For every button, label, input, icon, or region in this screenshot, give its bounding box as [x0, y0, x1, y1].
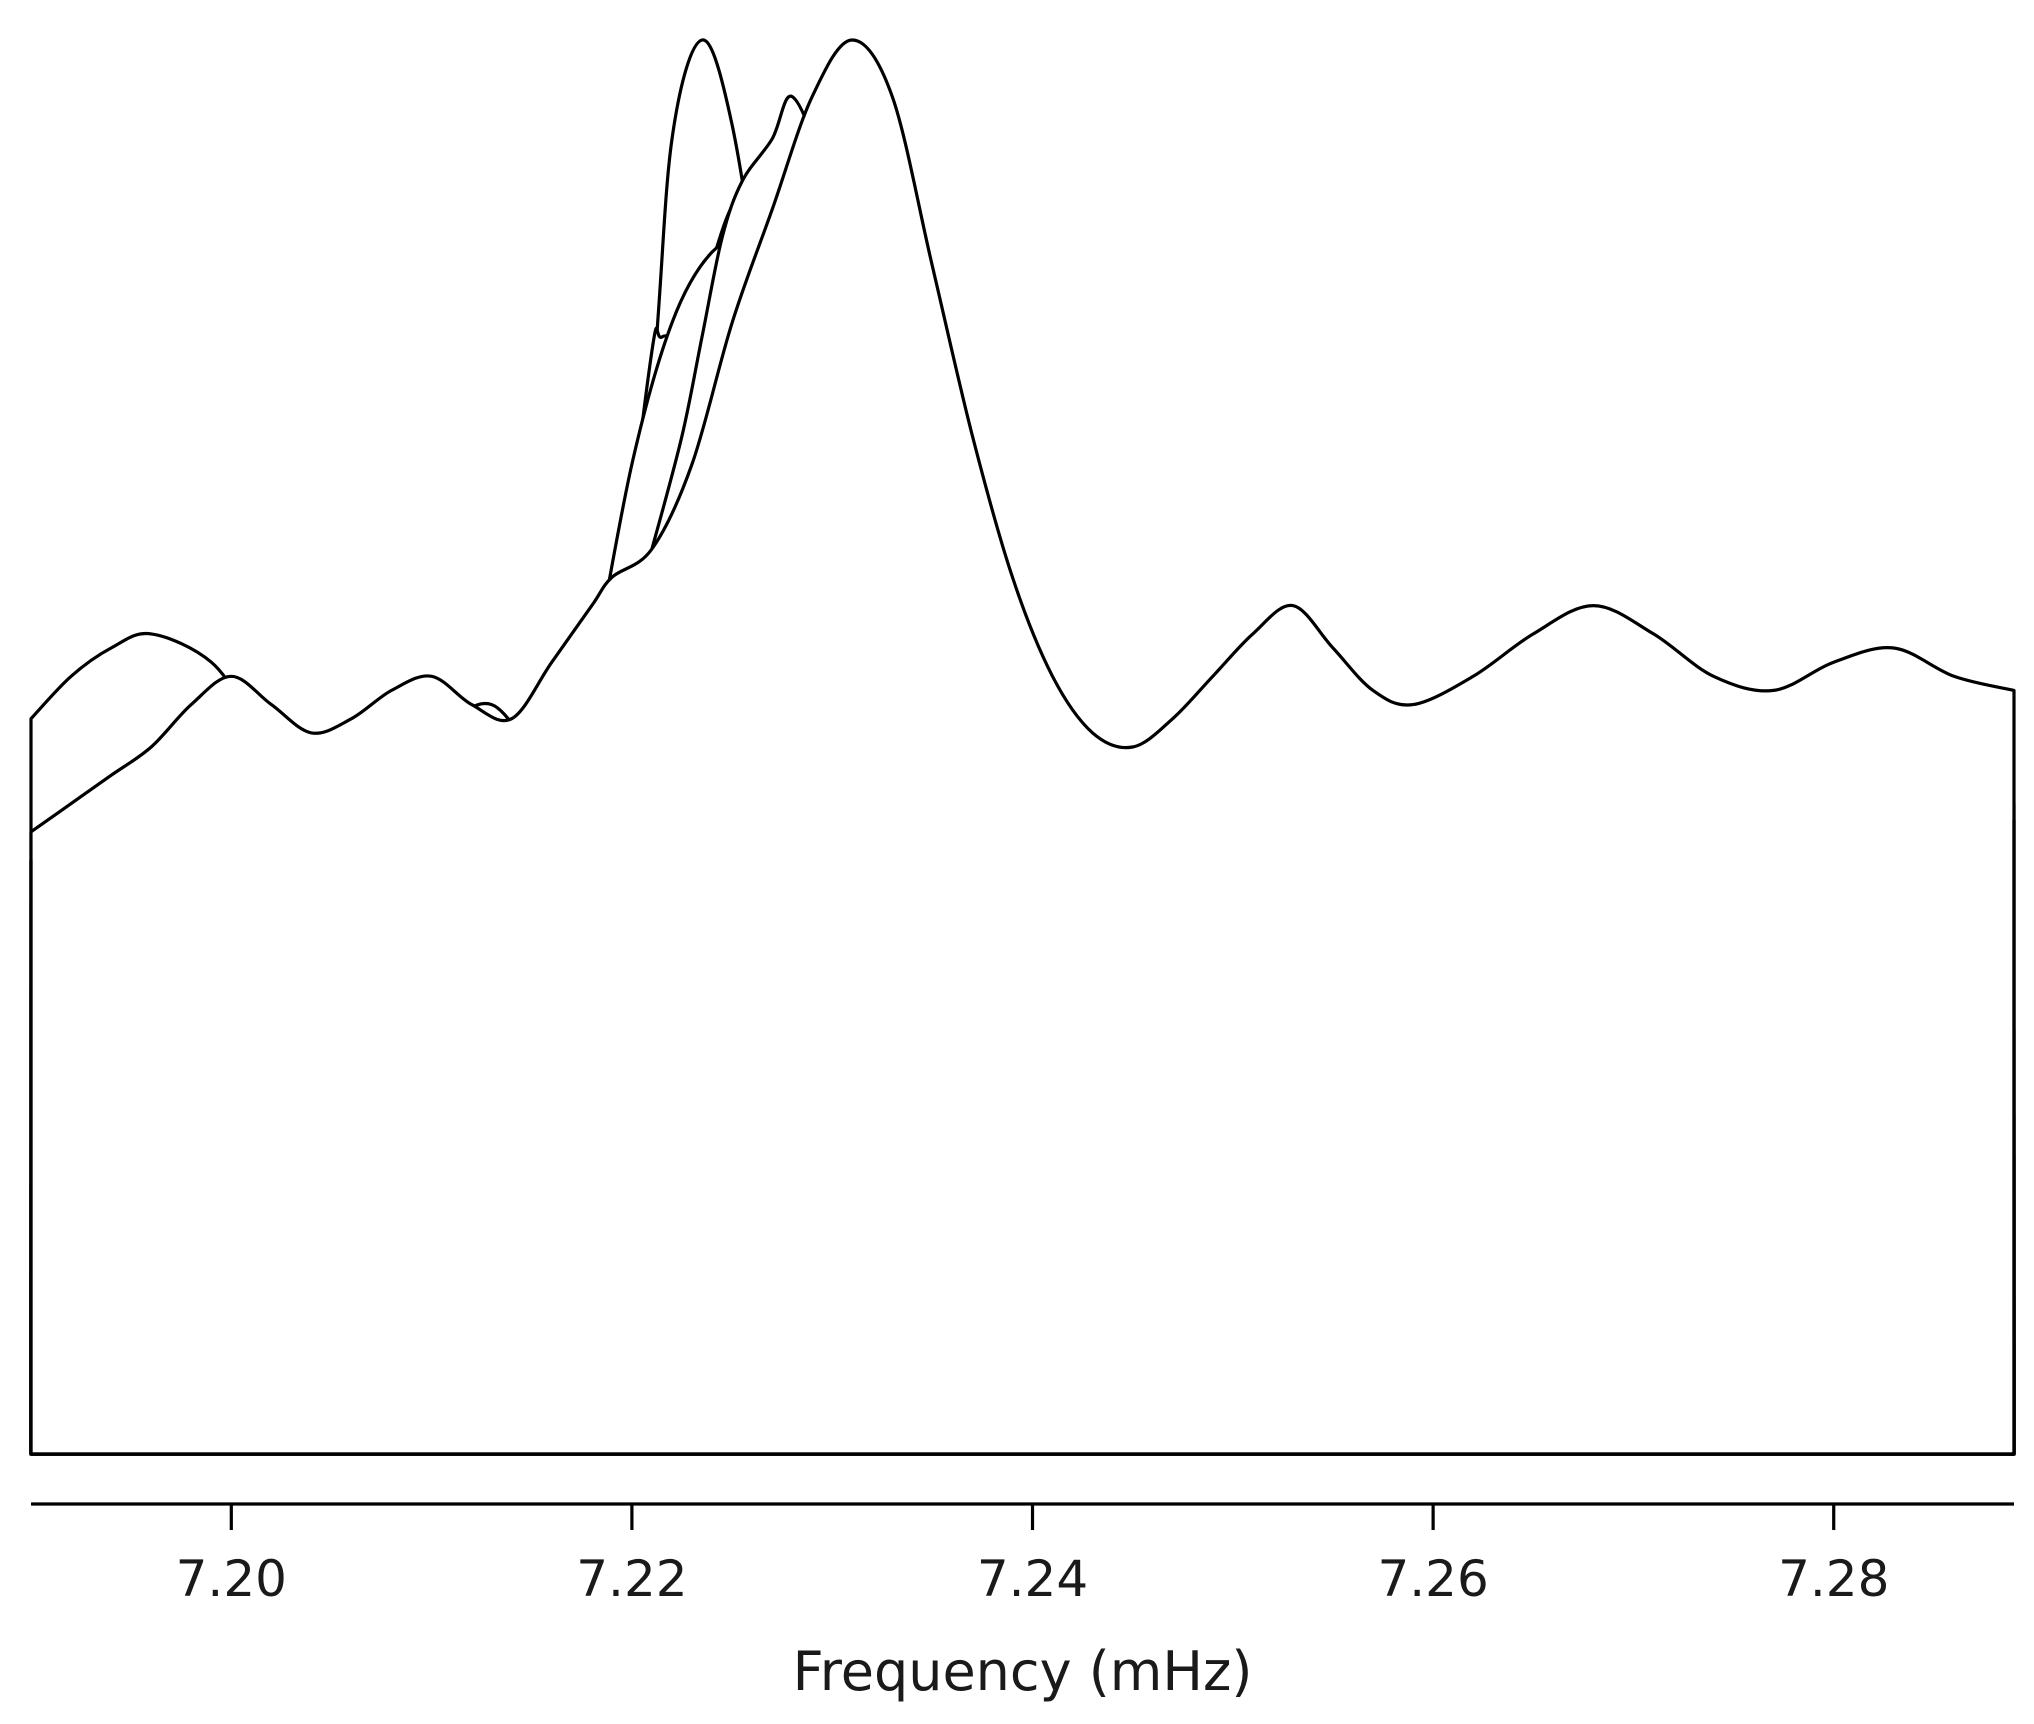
x-axis-title: Frequency (mHz) — [793, 1640, 1253, 1703]
series-layer — [29, 38, 2016, 1456]
x-tick-label: 7.26 — [1377, 1550, 1488, 1608]
x-tick-label: 7.24 — [977, 1550, 1088, 1608]
plot-frame-line — [29, 820, 2016, 1456]
x-axis: 7.20 7.22 7.24 7.26 7.28 — [31, 1502, 2014, 1608]
x-tick-label: 7.28 — [1778, 1550, 1889, 1608]
plot-frame — [29, 820, 2016, 1456]
spectrum-series-8 — [29, 38, 2016, 1456]
x-tick-label: 7.20 — [176, 1550, 287, 1608]
x-tick-label: 7.22 — [576, 1550, 687, 1608]
